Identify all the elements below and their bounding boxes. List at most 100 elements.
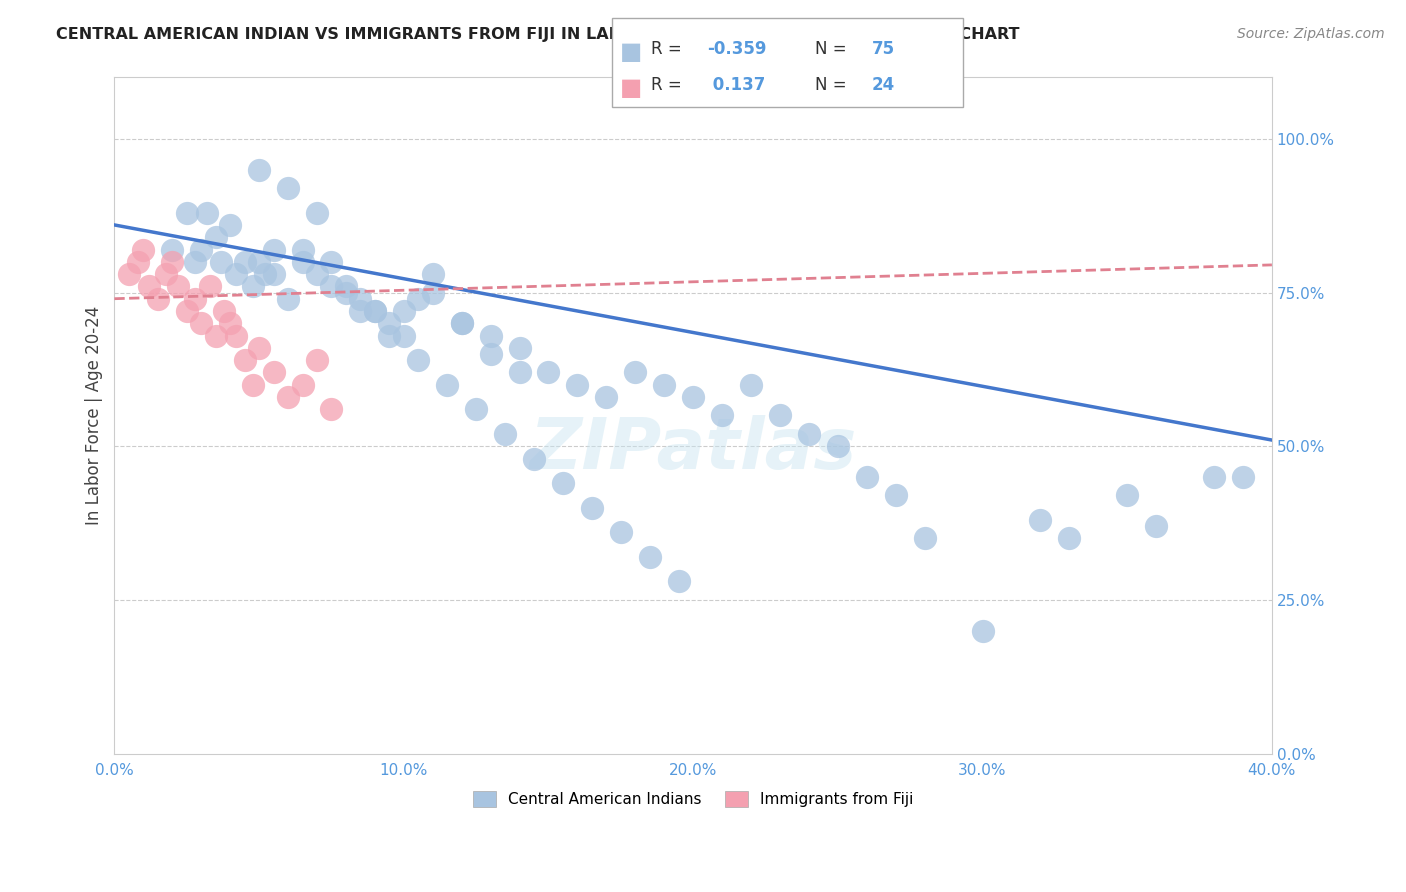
Point [214, 304, 236, 318]
Text: N =: N = [815, 76, 852, 94]
Point [138, 279, 160, 293]
Text: 24: 24 [872, 76, 896, 94]
Text: Source: ZipAtlas.com: Source: ZipAtlas.com [1237, 27, 1385, 41]
Point [914, 532, 936, 546]
Point [335, 285, 357, 300]
Point [422, 285, 444, 300]
Point [176, 304, 198, 318]
Point [127, 255, 149, 269]
Point [1144, 519, 1167, 533]
Point [242, 279, 264, 293]
Point [595, 390, 617, 404]
Point [204, 230, 226, 244]
Point [406, 292, 429, 306]
Point [162, 255, 184, 269]
Point [1202, 470, 1225, 484]
Point [225, 267, 247, 281]
Point [263, 366, 285, 380]
Point [581, 500, 603, 515]
Point [797, 426, 820, 441]
Text: R =: R = [651, 76, 688, 94]
Point [537, 366, 560, 380]
Point [364, 304, 387, 318]
Point [167, 279, 190, 293]
Point [291, 255, 314, 269]
Point [509, 366, 531, 380]
Point [305, 267, 328, 281]
Point [422, 267, 444, 281]
Point [198, 279, 221, 293]
Point [242, 377, 264, 392]
Point [291, 377, 314, 392]
Point [277, 292, 299, 306]
Point [155, 267, 177, 281]
Point [247, 255, 270, 269]
Point [277, 390, 299, 404]
Point [184, 292, 207, 306]
Point [509, 341, 531, 355]
Text: R =: R = [651, 40, 688, 58]
Point [638, 549, 661, 564]
Point [884, 488, 907, 502]
Point [190, 243, 212, 257]
Point [827, 439, 849, 453]
Point [392, 328, 415, 343]
Point [1116, 488, 1139, 502]
Point [335, 279, 357, 293]
Point [479, 328, 502, 343]
Point [378, 316, 401, 330]
Point [682, 390, 704, 404]
Point [450, 316, 472, 330]
Point [321, 279, 343, 293]
Point [769, 409, 792, 423]
Point [465, 402, 488, 417]
Point [1059, 532, 1081, 546]
Text: ■: ■ [620, 76, 643, 100]
Text: 75: 75 [872, 40, 894, 58]
Point [349, 292, 371, 306]
Point [233, 353, 256, 368]
Point [364, 304, 387, 318]
Point [225, 328, 247, 343]
Point [610, 525, 633, 540]
Text: ■: ■ [620, 40, 643, 64]
Point [349, 304, 371, 318]
Point [450, 316, 472, 330]
Text: CENTRAL AMERICAN INDIAN VS IMMIGRANTS FROM FIJI IN LABOR FORCE | AGE 20-24 CORRE: CENTRAL AMERICAN INDIAN VS IMMIGRANTS FR… [56, 27, 1019, 43]
Point [551, 476, 574, 491]
Point [263, 267, 285, 281]
Point [132, 243, 155, 257]
Point [247, 162, 270, 177]
Point [211, 255, 233, 269]
Point [253, 267, 276, 281]
Point [219, 316, 242, 330]
Point [567, 377, 589, 392]
Point [247, 341, 270, 355]
Point [494, 426, 516, 441]
Point [195, 205, 218, 219]
Point [184, 255, 207, 269]
Point [523, 451, 546, 466]
Point [291, 243, 314, 257]
Point [855, 470, 877, 484]
Point [321, 402, 343, 417]
Point [479, 347, 502, 361]
Point [233, 255, 256, 269]
Point [190, 316, 212, 330]
Point [711, 409, 734, 423]
Point [321, 255, 343, 269]
Text: 0.137: 0.137 [707, 76, 766, 94]
Point [118, 267, 141, 281]
Point [1232, 470, 1254, 484]
Point [436, 377, 458, 392]
Point [624, 366, 647, 380]
Text: ZIPatlas: ZIPatlas [530, 415, 856, 483]
Point [305, 205, 328, 219]
Point [740, 377, 762, 392]
Point [392, 304, 415, 318]
Point [406, 353, 429, 368]
Point [263, 243, 285, 257]
Point [378, 328, 401, 343]
Y-axis label: In Labor Force | Age 20-24: In Labor Force | Age 20-24 [86, 306, 103, 525]
Point [176, 205, 198, 219]
